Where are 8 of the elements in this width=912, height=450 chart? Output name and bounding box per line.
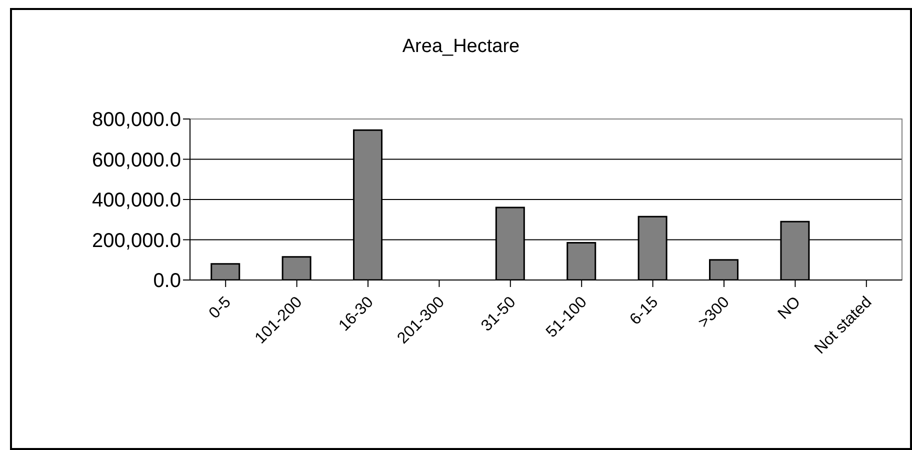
y-tick-label: 400,000.0	[92, 190, 181, 212]
x-tick-label: NO	[775, 294, 804, 323]
y-tick-label: 0.0	[153, 270, 181, 292]
y-tick-label: 200,000.0	[92, 230, 181, 252]
chart-title: Area_Hectare	[401, 36, 521, 58]
y-tick-label: 800,000.0	[92, 109, 181, 132]
y-tick-label: 600,000.0	[92, 149, 181, 172]
x-tick-label: 0-5	[206, 294, 234, 322]
